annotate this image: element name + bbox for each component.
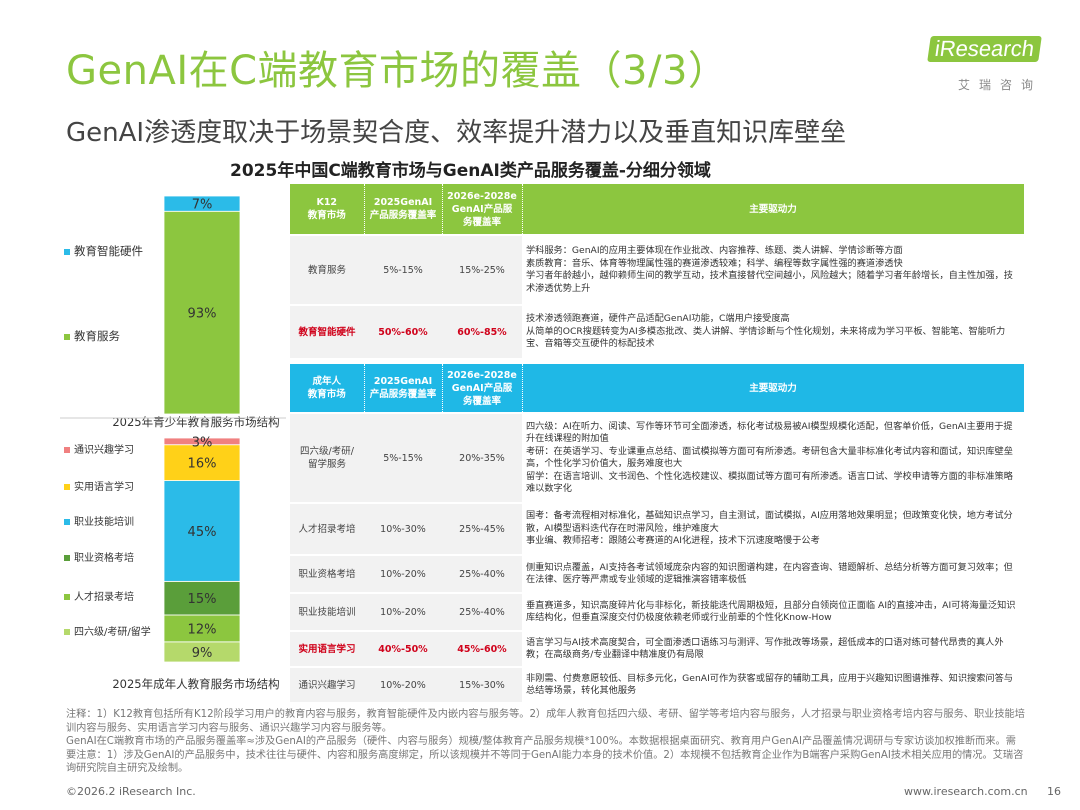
main-driver: 语言学习与AI技术高度契合，可全面渗透口语练习与测评、写作批改等场景，超低成本的… (522, 631, 1024, 668)
row-name: 人才招录考培 (290, 503, 364, 556)
main-driver: 侧重知识点覆盖，AI支持各考试领域庞杂内容的知识图谱构建，在内容查询、错题解析、… (522, 555, 1024, 594)
logo-subtext: 艾瑞咨询 (957, 78, 1042, 92)
page-subtitle: GenAI渗透度取决于场景契合度、效率提升潜力以及垂直知识库壁垒 (66, 118, 847, 148)
legend-label-1-1: 人才招录考培 (74, 590, 134, 603)
k12-header-cell: 主要驱动力 (522, 184, 1025, 236)
bar-segment-1-4 (163, 444, 241, 481)
coverage-2025: 10%-20% (364, 593, 442, 632)
page-title: GenAI在C端教育市场的覆盖（3/3） (66, 48, 729, 94)
table-row: 职业资格考培 10%-20% 25%-40% 侧重知识点覆盖，AI支持各考试领域庞杂内… (290, 555, 1024, 594)
legend-label-1-3: 职业技能培训 (74, 515, 134, 528)
k12-header-cell: 2026e-2028e GenAI产品服 务覆盖率 (442, 184, 523, 236)
bar-segment-1-5 (163, 437, 241, 446)
legend-label-1-0: 四六级/考研/留学 (74, 625, 151, 638)
data-label-1-2: 15% (188, 592, 217, 607)
coverage-2028e: 45%-60% (442, 631, 522, 668)
table-row: 教育服务 5%-15% 15%-25% 学科服务：GenAI的应用主要体现在作业批改、… (290, 235, 1024, 306)
bar-segment-1-2 (163, 580, 241, 616)
main-driver: 国考：备考流程相对标准化，基础知识点学习，自主测试，面试模拟，AI应用落地效果明… (522, 503, 1024, 556)
legend-label-1-4: 实用语言学习 (74, 480, 134, 493)
coverage-2028e: 60%-85% (442, 305, 522, 360)
row-name: 四六级/考研/ 留学服务 (290, 413, 364, 504)
coverage-2025: 10%-20% (364, 555, 442, 594)
table-row: 通识兴趣学习 10%-20% 15%-30% 非刚需、付费意愿较低、目标多元化，Gen… (290, 667, 1024, 704)
adult-header-row: 成年人 教育市场 2025GenAI 产品服务覆盖率 2026e-2028e Gen… (290, 364, 1025, 414)
table-row: 职业技能培训 10%-20% 25%-40% 垂直赛道多，知识高度碎片化与非标化，新技… (290, 593, 1024, 632)
coverage-2028e: 15%-30% (442, 667, 522, 704)
legend-swatch-1-1 (64, 594, 70, 600)
adult-header-cell: 成年人 教育市场 (290, 364, 365, 414)
adult-header-cell: 2025GenAI 产品服务覆盖率 (364, 364, 443, 414)
footnotes: 注释：1）K12教育包括所有K12阶段学习用户的教育内容与服务，教育智能硬件及内… (66, 709, 1025, 774)
data-label-1-5: 3% (192, 435, 213, 450)
coverage-2025: 50%-60% (364, 305, 442, 360)
table-row: 四六级/考研/ 留学服务 5%-15% 20%-35% 四六级：AI在听力、阅读、写作… (290, 413, 1024, 504)
bar-segment-0-0 (163, 210, 241, 415)
main-driver: 垂直赛道多，知识高度碎片化与非标化，新技能迭代周期极短，且部分白领岗位正面临 A… (522, 593, 1024, 632)
table-row: 人才招录考培 10%-30% 25%-45% 国考：备考流程相对标准化，基础知识点学习… (290, 503, 1024, 556)
main-driver: 四六级：AI在听力、阅读、写作等环节可全面渗透，标化考试极易被AI模型规模化适配… (522, 413, 1024, 504)
data-label-0-1: 7% (192, 198, 213, 213)
coverage-2028e: 20%-35% (442, 413, 522, 504)
legend-label-1-5: 通识兴趣学习 (74, 443, 134, 456)
main-driver: 学科服务：GenAI的应用主要体现在作业批改、内容推荐、练题、类人讲解、学情诊断… (522, 235, 1024, 306)
stacked-bar-charts: 93% 教育服务 7% 教育智能硬件 2025年青少年教育服务市场结构 9% 四六级/考研/… (60, 195, 286, 691)
legend-swatch-1-0 (64, 629, 70, 635)
legend-swatch-1-4 (64, 484, 70, 490)
k12-header-row: K12 教育市场 2025GenAI 产品服务覆盖率 2026e-2028e Gen… (290, 184, 1025, 236)
main-driver: 非刚需、付费意愿较低、目标多元化，GenAI可作为获客或留存的辅助工具，应用于兴… (522, 667, 1024, 704)
data-label-1-3: 45% (188, 525, 217, 540)
data-label-1-1: 12% (188, 622, 217, 637)
coverage-2025: 40%-50% (364, 631, 442, 668)
data-label-1-0: 9% (192, 646, 213, 661)
legend-label-0-0: 教育服务 (74, 329, 120, 343)
legend-swatch-1-5 (64, 447, 70, 453)
bar-segment-1-1 (163, 614, 241, 643)
iresearch-logo: iResearch 艾瑞咨询 (926, 36, 1044, 100)
k12-header-cell: K12 教育市场 (290, 184, 365, 236)
website-link[interactable]: www.iresearch.com.cn (904, 785, 1028, 798)
row-name: 通识兴趣学习 (290, 667, 364, 704)
coverage-2025: 10%-30% (364, 503, 442, 556)
logo-text: iResearch (927, 36, 1042, 62)
legend-label-0-1: 教育智能硬件 (74, 244, 143, 258)
coverage-2025: 5%-15% (364, 413, 442, 504)
chart-title-0: 2025年青少年教育服务市场结构 (112, 415, 279, 429)
k12-header-cell: 2025GenAI 产品服务覆盖率 (364, 184, 443, 236)
legend-swatch-1-2 (64, 555, 70, 561)
data-label-1-4: 16% (188, 457, 217, 472)
adult-header-cell: 2026e-2028e GenAI产品服 务覆盖率 (442, 364, 523, 414)
page-number: 16 (1047, 785, 1061, 798)
coverage-2028e: 25%-40% (442, 593, 522, 632)
bar-segment-0-1 (163, 195, 241, 212)
table-row: 实用语言学习 40%-50% 45%-60% 语言学习与AI技术高度契合，可全面渗透口… (290, 631, 1024, 668)
chart-title: 2025年中国C端教育市场与GenAI类产品服务覆盖-分细分领域 (230, 161, 711, 181)
table-row: 教育智能硬件 50%-60% 60%-85% 技术渗透领跑赛道，硬件产品适配GenAI… (290, 305, 1024, 360)
row-name: 职业技能培训 (290, 593, 364, 632)
data-label-0-0: 93% (188, 307, 217, 322)
adult-header-cell: 主要驱动力 (522, 364, 1025, 414)
legend-swatch-1-3 (64, 519, 70, 525)
coverage-2028e: 25%-45% (442, 503, 522, 556)
legend-swatch-0-0 (64, 334, 70, 340)
row-name: 教育服务 (290, 235, 364, 306)
row-name: 实用语言学习 (290, 631, 364, 668)
copyright: ©2026.2 iResearch Inc. (66, 785, 196, 798)
coverage-2025: 10%-20% (364, 667, 442, 704)
coverage-2025: 5%-15% (364, 235, 442, 306)
chart-title-1: 2025年成年人教育服务市场结构 (112, 677, 279, 691)
coverage-2028e: 25%-40% (442, 555, 522, 594)
row-name: 教育智能硬件 (290, 305, 364, 360)
row-name: 职业资格考培 (290, 555, 364, 594)
legend-swatch-0-1 (64, 249, 70, 255)
coverage-2028e: 15%-25% (442, 235, 522, 306)
legend-label-1-2: 职业资格考培 (74, 551, 134, 564)
main-driver: 技术渗透领跑赛道，硬件产品适配GenAI功能，C端用户接受度高 从简单的OCR搜… (522, 305, 1024, 360)
k12-table: K12 教育市场 2025GenAI 产品服务覆盖率 2026e-2028e Gen… (290, 184, 1025, 360)
adult-table: 成年人 教育市场 2025GenAI 产品服务覆盖率 2026e-2028e Gen… (290, 364, 1025, 704)
